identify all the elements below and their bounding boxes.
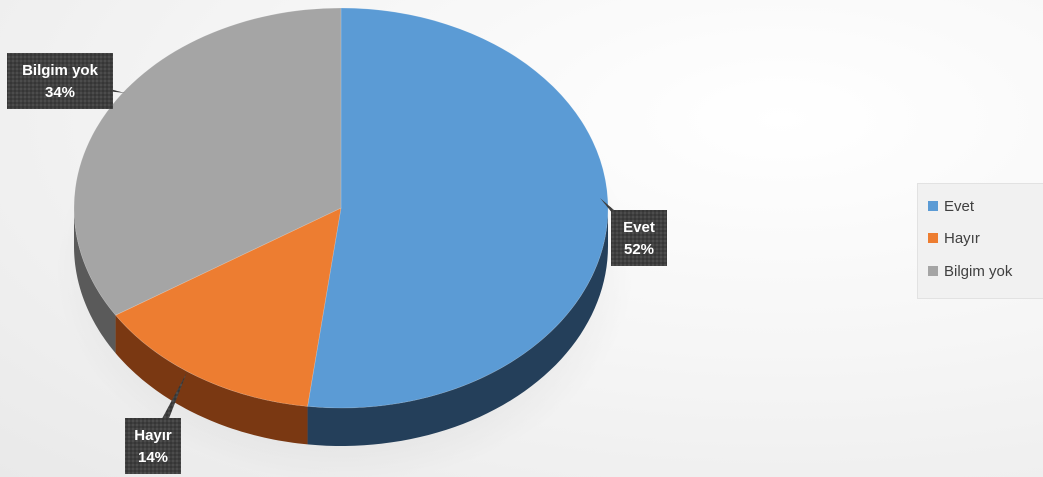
pie-side-bilgim-yok <box>74 208 116 354</box>
pie-side-hayir <box>115 315 308 445</box>
legend-label-bilgim-yok: Bilgim yok <box>944 262 1013 280</box>
pie-slice-evet <box>307 7 609 409</box>
callout-box-hayir <box>125 418 181 474</box>
pie-slice-bilgim-yok <box>73 7 342 316</box>
legend-item-hayir: Hayır <box>928 228 980 248</box>
data-label-evet: Evet 52% <box>600 198 667 266</box>
data-label-percent-evet: 52% <box>624 241 654 258</box>
data-label-hayir: Hayır 14% <box>125 372 187 474</box>
pie-side-evet <box>307 208 608 446</box>
legend: Evet Hayır Bilgim yok <box>917 183 1043 299</box>
legend-swatch-bilgim-yok <box>928 266 938 276</box>
legend-item-evet: Evet <box>928 196 974 216</box>
legend-label-evet: Evet <box>944 197 975 215</box>
pie-slice-hayir <box>115 207 342 407</box>
data-label-percent-hayir: 14% <box>138 449 168 466</box>
legend-item-bilgim-yok: Bilgim yok <box>928 261 1012 281</box>
data-label-percent-bilgim-yok: 34% <box>45 84 75 101</box>
legend-swatch-evet <box>928 201 938 211</box>
callout-box-evet <box>611 210 667 266</box>
data-label-category-bilgim-yok: Bilgim yok <box>22 62 99 79</box>
callout-box-bilgim-yok <box>7 53 113 109</box>
data-label-bilgim-yok: Bilgim yok 34% <box>7 53 125 109</box>
data-label-category-hayir: Hayır <box>134 427 172 444</box>
legend-swatch-hayir <box>928 233 938 243</box>
legend-label-hayir: Hayır <box>944 229 980 247</box>
data-label-category-evet: Evet <box>623 219 655 236</box>
